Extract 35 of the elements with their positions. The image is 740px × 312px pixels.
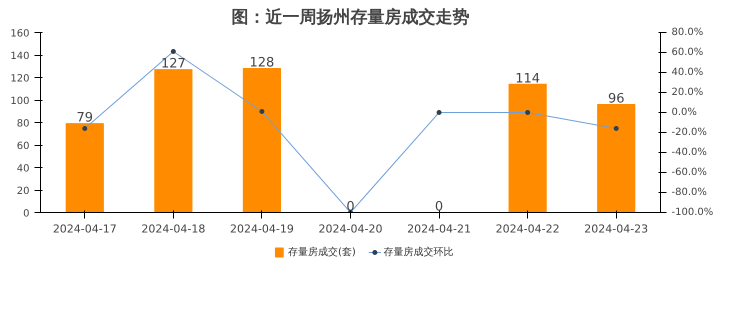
chart-title: 图：近一周扬州存量房成交走势 — [232, 8, 470, 28]
x-tick-label: 2024-04-19 — [230, 222, 294, 236]
y2-tick-label: -100.0% — [672, 207, 714, 218]
data-label: 128 — [250, 56, 274, 70]
y2-tick-label: 40.0% — [672, 67, 704, 78]
y2-tick-label: 20.0% — [672, 87, 704, 98]
x-tick-label: 2024-04-18 — [141, 222, 206, 236]
data-label: 96 — [608, 92, 624, 106]
y2-tick-label: 80.0% — [672, 27, 704, 38]
y-tick-label: 140 — [10, 51, 30, 62]
legend-label: 存量房成交(套) — [288, 246, 356, 258]
y-tick-label: 20 — [16, 186, 30, 197]
data-label: 0 — [434, 200, 444, 214]
legend-label: 存量房成交环比 — [384, 246, 454, 258]
y-tick-label: 160 — [10, 28, 30, 40]
data-label: 127 — [160, 56, 186, 72]
y-tick-label: 80 — [16, 118, 30, 130]
y-tick-label: 40 — [16, 164, 30, 174]
y2-tick-label: 0.0% — [672, 107, 697, 118]
x-tick-label: 2024-04-21 — [407, 222, 472, 236]
y-tick-label: 100 — [10, 96, 30, 107]
y2-tick-label: -60.0% — [672, 167, 707, 178]
y-tick-label: 60 — [16, 141, 30, 152]
y-tick-label: 120 — [10, 74, 30, 84]
x-tick-label: 2024-04-23 — [584, 222, 648, 236]
y2-tick-label: -80.0% — [672, 187, 707, 198]
data-label: 79 — [76, 110, 94, 126]
x-tick-label: 2024-04-22 — [496, 222, 560, 236]
y2-tick-label: -40.0% — [672, 147, 707, 158]
y2-tick-label: -20.0% — [672, 127, 707, 138]
data-label: 114 — [515, 71, 540, 86]
x-tick-label: 2024-04-20 — [318, 222, 382, 236]
x-tick-label: 2024-04-17 — [52, 222, 117, 236]
y2-tick-label: 60.0% — [672, 47, 704, 58]
y-tick-label: 0 — [23, 208, 30, 220]
